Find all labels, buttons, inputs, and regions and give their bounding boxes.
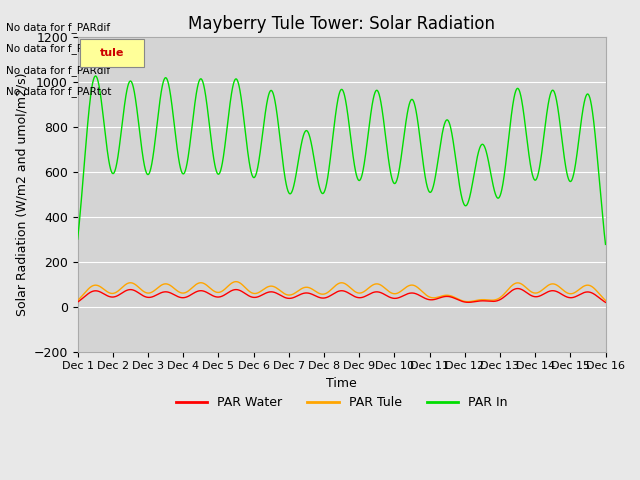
Text: tule: tule xyxy=(100,48,124,58)
Text: No data for f_PARtot: No data for f_PARtot xyxy=(6,86,112,97)
Title: Mayberry Tule Tower: Solar Radiation: Mayberry Tule Tower: Solar Radiation xyxy=(188,15,495,33)
Legend: PAR Water, PAR Tule, PAR In: PAR Water, PAR Tule, PAR In xyxy=(171,391,512,414)
Text: No data for f_PARdif: No data for f_PARdif xyxy=(6,65,111,76)
X-axis label: Time: Time xyxy=(326,377,357,390)
Text: No data for f_PARdif: No data for f_PARdif xyxy=(6,22,111,33)
Y-axis label: Solar Radiation (W/m2 and umol/m2/s): Solar Radiation (W/m2 and umol/m2/s) xyxy=(15,72,28,316)
Text: No data for f_PARtot: No data for f_PARtot xyxy=(6,43,112,54)
